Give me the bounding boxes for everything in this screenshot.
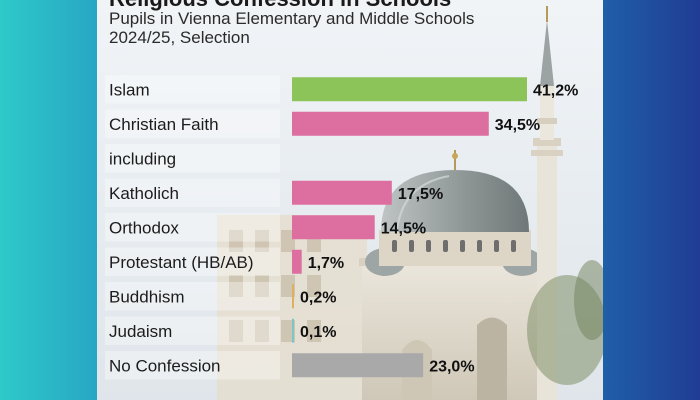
category-label-protestant-hb-ab: Protestant (HB/AB) bbox=[109, 253, 254, 272]
bar-buddhism bbox=[292, 284, 294, 309]
bar-chart: Islam 41,2% Christian Faith 34,5% including K… bbox=[105, 75, 578, 380]
row-band-buddhism bbox=[105, 282, 280, 311]
chart-subtitle-line-2: 2024/25, Selection bbox=[109, 28, 250, 47]
value-label-protestant-hb-ab: 1,7% bbox=[308, 255, 344, 272]
value-label-no-confession: 23,0% bbox=[429, 358, 474, 375]
value-label-orthodox: 14,5% bbox=[381, 220, 426, 237]
category-label-judaism: Judaism bbox=[109, 322, 172, 341]
category-label-buddhism: Buddhism bbox=[109, 287, 185, 306]
value-label-katholich: 17,5% bbox=[398, 186, 443, 203]
value-label-islam: 41,2% bbox=[533, 82, 578, 99]
bar-orthodox bbox=[292, 215, 375, 240]
value-label-buddhism: 0,2% bbox=[300, 289, 336, 306]
row-band-christian-faith bbox=[105, 109, 280, 138]
value-label-christian-faith: 34,5% bbox=[495, 117, 540, 134]
category-label-including: including bbox=[109, 149, 176, 168]
category-label-islam: Islam bbox=[109, 80, 150, 99]
row-band-orthodox bbox=[105, 213, 280, 242]
bar-christian-faith bbox=[292, 111, 489, 136]
bar-judaism bbox=[292, 318, 294, 343]
row-band-protestant-hb-ab bbox=[105, 247, 280, 276]
category-label-katholich: Katholich bbox=[109, 184, 179, 203]
category-label-orthodox: Orthodox bbox=[109, 218, 179, 237]
row-band-judaism bbox=[105, 316, 280, 345]
mosque-illustration bbox=[217, 6, 603, 400]
chart-subtitle-line-1: Pupils in Vienna Elementary and Middle S… bbox=[109, 9, 475, 28]
chart-subtitle: Pupils in Vienna Elementary and Middle S… bbox=[109, 9, 539, 47]
bar-no-confession bbox=[292, 353, 424, 378]
category-label-no-confession: No Confession bbox=[109, 356, 221, 375]
row-band-islam bbox=[105, 75, 280, 104]
row-band-katholich bbox=[105, 178, 280, 207]
chart-title-cut-off: Religious Confession in Schools bbox=[109, 0, 451, 12]
bar-katholich bbox=[292, 180, 392, 205]
chart-card: Religious Confession in Schools Pupils i… bbox=[97, 0, 603, 400]
bar-islam bbox=[292, 77, 527, 102]
row-band-including bbox=[105, 144, 280, 173]
bar-protestant-hb-ab bbox=[292, 249, 302, 274]
value-label-judaism: 0,1% bbox=[300, 324, 336, 341]
category-label-christian-faith: Christian Faith bbox=[109, 115, 219, 134]
row-band-no-confession bbox=[105, 351, 280, 380]
